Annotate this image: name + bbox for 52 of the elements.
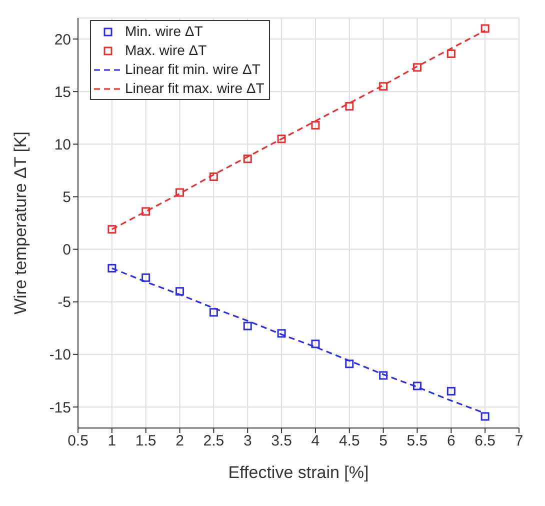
x-tick-label: 1 bbox=[108, 432, 116, 450]
y-tick-label: 10 bbox=[54, 136, 71, 154]
y-tick-label: 15 bbox=[54, 84, 71, 101]
x-tick-label: 7 bbox=[514, 432, 524, 450]
point bbox=[176, 188, 184, 197]
y-tick-label: -15 bbox=[49, 399, 71, 416]
point bbox=[345, 360, 354, 368]
point bbox=[311, 340, 320, 348]
x-tick-label: 5.5 bbox=[406, 432, 428, 450]
point bbox=[209, 308, 218, 317]
x-tick-label: 0.5 bbox=[68, 432, 88, 450]
point bbox=[277, 329, 286, 338]
x-tick-label: 4 bbox=[311, 432, 320, 450]
point bbox=[446, 49, 456, 58]
point bbox=[108, 225, 116, 234]
legend-label: Linear fit max. wire ΔT bbox=[125, 79, 264, 98]
y-tick-label: 0 bbox=[62, 242, 71, 259]
point bbox=[379, 82, 388, 91]
point bbox=[142, 273, 150, 282]
x-tick-label: 2.5 bbox=[203, 432, 224, 450]
point bbox=[412, 63, 422, 72]
x-axis-title: Effective strain [%] bbox=[228, 463, 369, 482]
x-tick-label: 5 bbox=[379, 432, 388, 450]
point bbox=[209, 172, 218, 181]
point bbox=[446, 386, 456, 396]
point bbox=[108, 264, 116, 272]
point bbox=[142, 207, 150, 216]
y-tick-label: 20 bbox=[54, 31, 71, 48]
x-tick-label: 3 bbox=[243, 432, 252, 450]
point bbox=[277, 134, 286, 144]
x-tick-label: 2 bbox=[176, 432, 184, 450]
x-tick-label: 6 bbox=[446, 432, 456, 450]
y-tick-label: -10 bbox=[49, 346, 71, 364]
legend-label: Min. wire ΔT bbox=[125, 22, 203, 41]
y-tick-label: -5 bbox=[58, 294, 71, 312]
point bbox=[480, 24, 490, 33]
point bbox=[412, 382, 422, 390]
x-tick-label: 1.5 bbox=[135, 432, 156, 450]
y-tick-label: 5 bbox=[62, 189, 71, 206]
legend-label: Linear fit min. wire ΔT bbox=[125, 60, 260, 79]
point bbox=[243, 322, 252, 330]
y-axis-title: Wire temperature ΔT [K] bbox=[11, 132, 30, 314]
point bbox=[480, 412, 490, 421]
point bbox=[379, 371, 388, 380]
point bbox=[345, 102, 354, 111]
point bbox=[243, 154, 252, 164]
point bbox=[311, 120, 320, 130]
legend-label: Max. wire ΔT bbox=[125, 41, 207, 60]
x-tick-label: 4.5 bbox=[338, 432, 360, 450]
x-tick-label: 3.5 bbox=[271, 432, 292, 450]
point bbox=[176, 287, 184, 296]
x-tick-label: 6.5 bbox=[474, 432, 496, 450]
